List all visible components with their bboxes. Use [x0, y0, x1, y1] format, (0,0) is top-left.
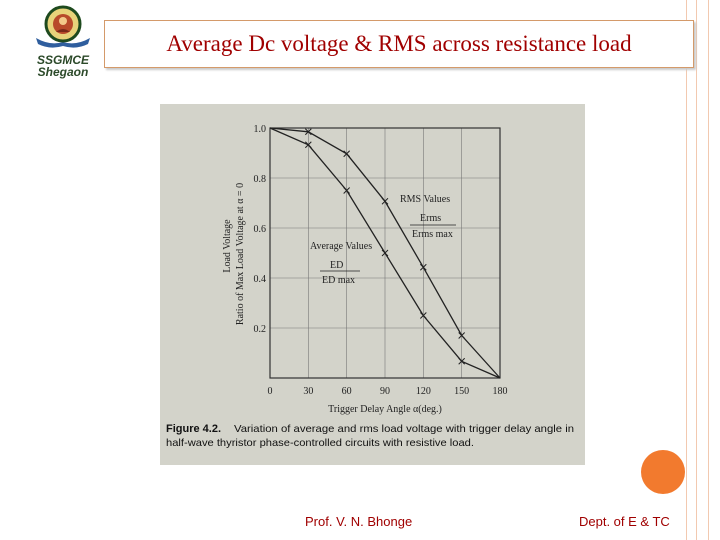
- x-tick-label: 180: [493, 386, 508, 397]
- x-tick-label: 60: [342, 386, 352, 397]
- y-tick-label: 0.2: [254, 324, 267, 335]
- slide-title: Average Dc voltage & RMS across resistan…: [166, 31, 632, 56]
- series-group: [269, 127, 501, 379]
- point-mark: [458, 332, 466, 339]
- avg-data-point: [343, 187, 351, 194]
- voltage-chart: 0 30 60 90 120 150 180 0.2 0.4 0.6 0.8 1.0 Load Vol…: [160, 104, 585, 465]
- y-tick-label: 0.4: [254, 274, 267, 285]
- point-mark: [419, 312, 427, 319]
- rms-data-point: [304, 128, 312, 136]
- chart-grid: [270, 128, 500, 378]
- emblem-icon: [36, 5, 90, 48]
- college-logo: SSGMCE Shegaon: [30, 2, 96, 88]
- rms-series-name: RMS Values: [400, 194, 450, 205]
- figure-caption-bold: Figure 4.2.: [166, 423, 221, 435]
- tick-labels: 0 30 60 90 120 150 180 0.2 0.4 0.6 0.8 1.0: [254, 124, 508, 397]
- avg-data-point: [381, 249, 389, 257]
- avg-label-denominator: ED max: [322, 275, 355, 286]
- x-tick-label: 30: [303, 386, 313, 397]
- y-axis-label: Ratio of Max Load Voltage at α = 0: [235, 183, 246, 325]
- avg-series-name: Average Values: [310, 241, 372, 252]
- point-mark: [343, 150, 351, 158]
- y-tick-label: 0.8: [254, 174, 267, 185]
- rms-label-denominator: Erms max: [412, 229, 453, 240]
- avg-data-point: [419, 312, 427, 319]
- footer-department: Dept. of E & TC: [579, 514, 670, 529]
- point-mark: [343, 187, 351, 194]
- chart-scan-image: 0 30 60 90 120 150 180 0.2 0.4 0.6 0.8 1.0 Load Vol…: [160, 104, 585, 465]
- figure-caption-line-1: Variation of average and rms load voltag…: [234, 423, 574, 435]
- logo-text-2: Shegaon: [37, 65, 89, 79]
- x-axis-label: Trigger Delay Angle α(deg.): [328, 404, 442, 415]
- avg-data-point: [304, 141, 312, 149]
- rms-data-point: [381, 197, 389, 205]
- point-mark: [381, 197, 389, 205]
- y-tick-label: 0.6: [254, 224, 267, 235]
- point-mark: [304, 141, 312, 149]
- x-tick-label: 90: [380, 386, 390, 397]
- point-mark: [458, 357, 466, 365]
- rms-data-point: [458, 332, 466, 339]
- rms-label-numerator: Erms: [420, 213, 441, 224]
- y-tick-label: 1.0: [254, 124, 267, 135]
- footer-author: Prof. V. N. Bhonge: [305, 514, 413, 529]
- figure-caption-line-2: half-wave thyristor phase-controlled cir…: [166, 437, 474, 449]
- x-tick-label: 120: [416, 386, 431, 397]
- x-tick-label: 0: [268, 386, 273, 397]
- decorative-orange-circle: [641, 450, 685, 494]
- plot-frame: [269, 127, 501, 379]
- avg-label-numerator: ED: [330, 260, 343, 271]
- x-tick-label: 150: [454, 386, 469, 397]
- y-axis-label-outer: Load Voltage: [222, 219, 233, 273]
- rms-data-point: [343, 150, 351, 158]
- point-mark: [304, 128, 312, 136]
- logo-caption: SSGMCE Shegaon: [30, 54, 96, 78]
- logo-text-1: SSGMCE: [36, 53, 89, 67]
- rms-data-point: [419, 263, 427, 271]
- point-mark: [381, 249, 389, 257]
- avg-data-point: [458, 357, 466, 365]
- page-edge-decoration: [680, 0, 720, 540]
- point-mark: [419, 263, 427, 271]
- title-box: Average Dc voltage & RMS across resistan…: [104, 20, 694, 68]
